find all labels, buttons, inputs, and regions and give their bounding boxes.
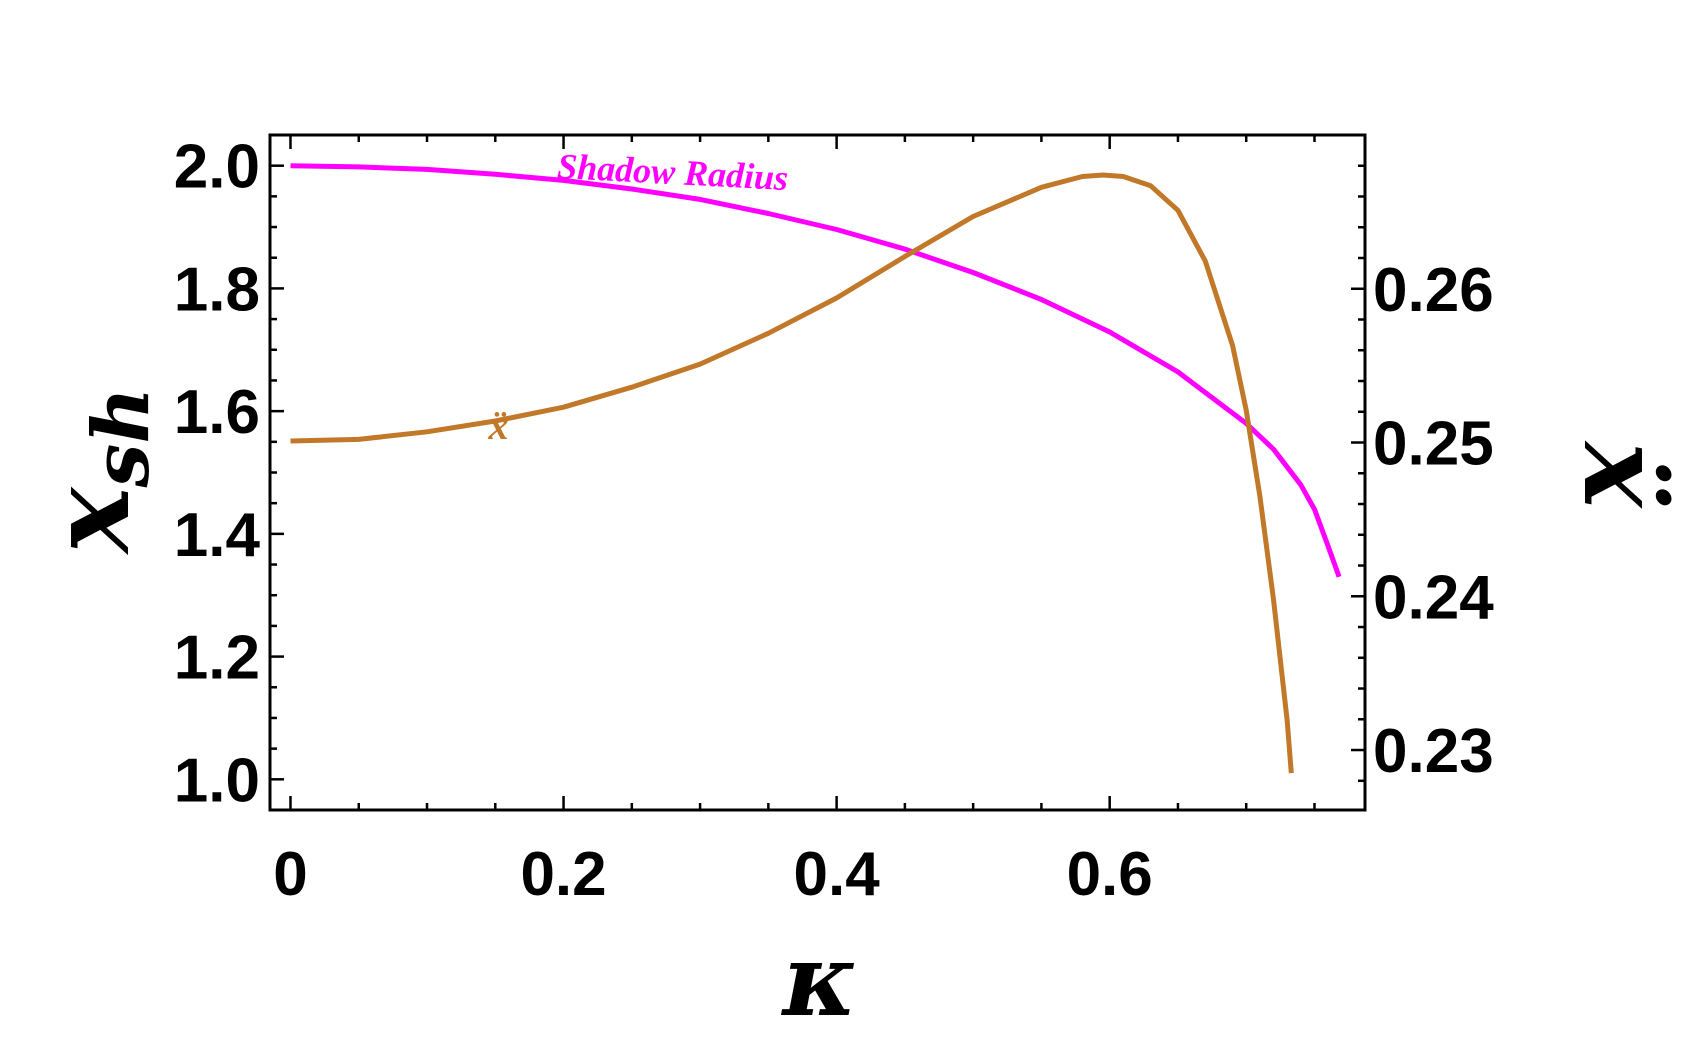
y-axis-left-title: xsh	[25, 387, 167, 555]
y-left-tick-label: 1.6	[174, 378, 260, 447]
y-left-tick-label: 1.8	[174, 255, 260, 324]
y-right-tick-label: 0.23	[1373, 717, 1494, 786]
y-right-tick-label: 0.26	[1373, 256, 1494, 325]
x-tick-label: 0.4	[794, 840, 881, 909]
plot-frame	[268, 133, 1367, 812]
series-line-shadow-radius	[290, 163, 1342, 578]
y-left-tick-label: 2.0	[174, 133, 260, 202]
y-axis-left-title-subscript: sh	[76, 387, 167, 489]
y-left-tick-label: 1.0	[174, 746, 260, 815]
labels-layer: 0 0.2 0.4 0.6 1.0 1.2 1.4 1.6 1.8 2.0 0.23 0.24 0.25…	[174, 133, 1494, 909]
series-layer	[290, 163, 1342, 774]
x-tick-label: 0	[273, 840, 307, 909]
y-axis-right-title-text: ẍ	[1559, 440, 1688, 509]
y-left-tick-label: 1.4	[174, 501, 261, 570]
y-right-tick-label: 0.24	[1373, 563, 1494, 632]
x-tick-label: 0.2	[520, 840, 606, 909]
x-tick-label: 0.6	[1067, 840, 1153, 909]
series-line-x-ddot	[290, 172, 1294, 774]
annotation-x-ddot: ẍ	[487, 403, 508, 448]
y-axis-right-title: ẍ	[1559, 440, 1688, 509]
x-axis-title: κ	[781, 921, 858, 1039]
y-right-tick-label: 0.25	[1373, 410, 1494, 479]
svg-text:xsh: xsh	[25, 387, 167, 555]
y-axis-left-title-main: x	[25, 486, 154, 555]
y-left-tick-label: 1.2	[174, 624, 260, 693]
